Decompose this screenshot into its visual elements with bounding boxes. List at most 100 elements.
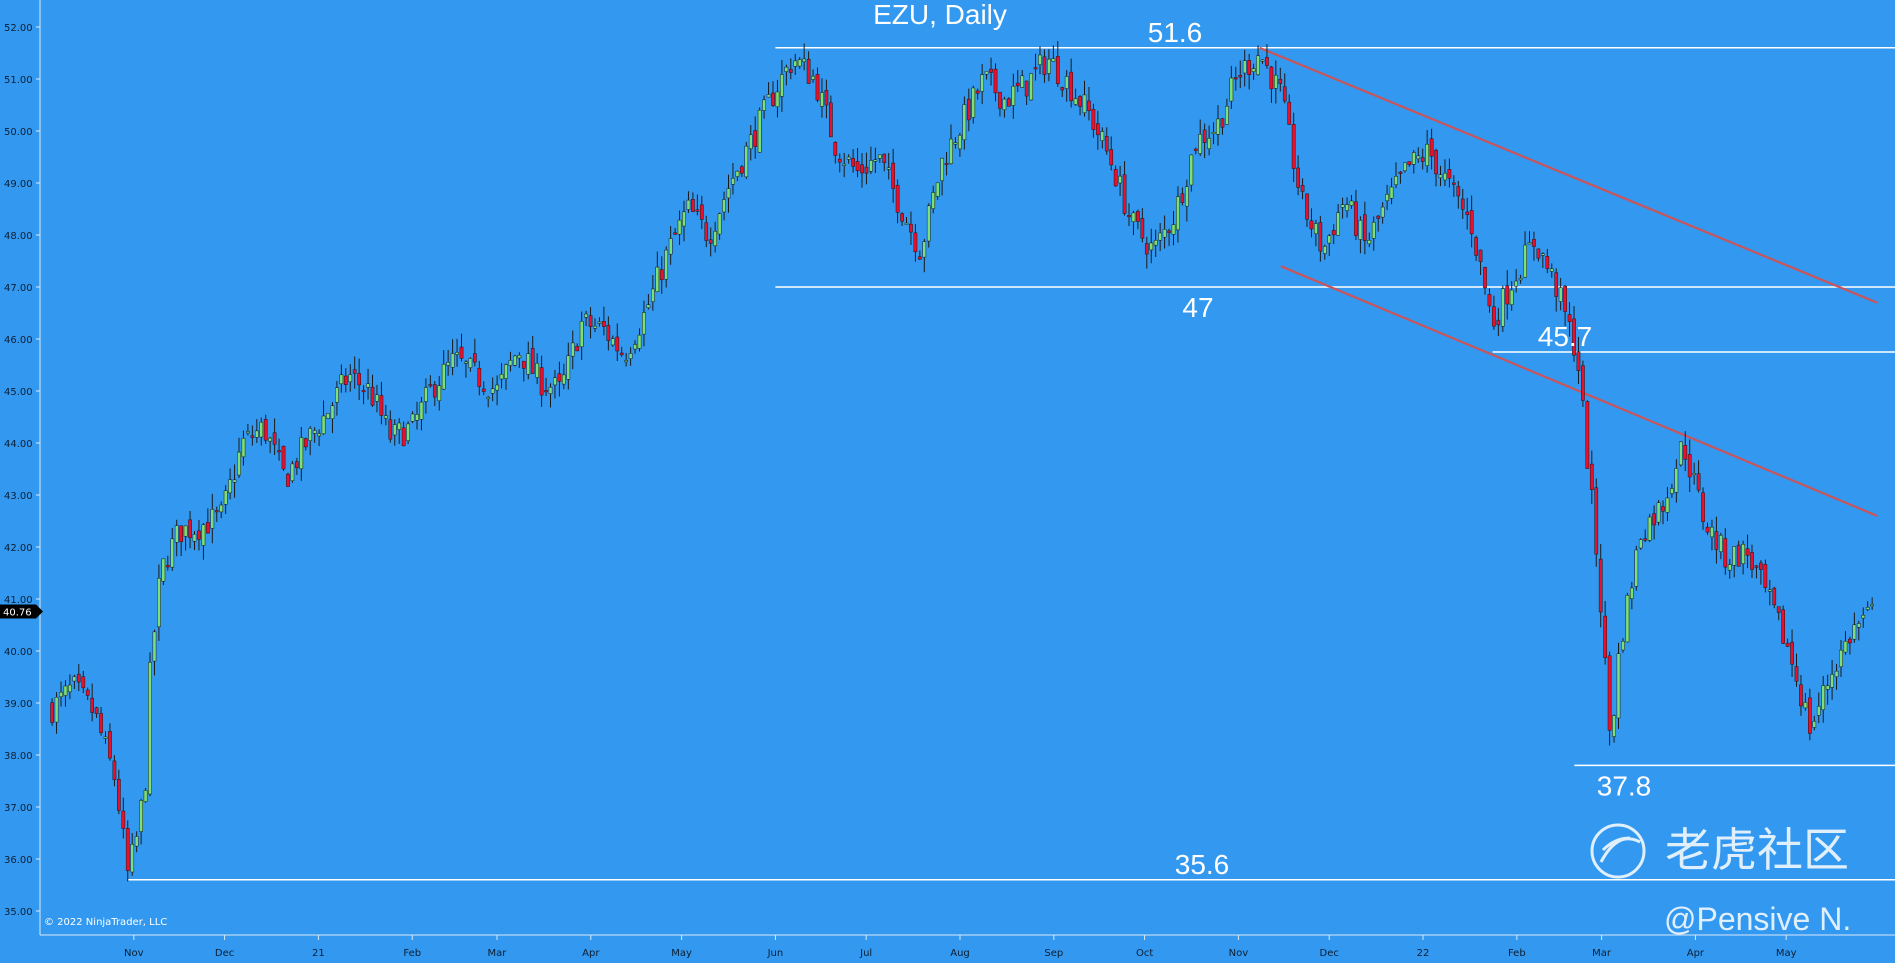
candle — [1505, 270, 1510, 320]
candle — [704, 215, 709, 248]
candle-body — [1389, 186, 1394, 199]
candle-body — [513, 355, 517, 366]
candle — [1469, 195, 1474, 248]
candle — [1416, 147, 1421, 163]
candle-body — [1260, 59, 1265, 62]
candle-body — [343, 375, 348, 385]
candle-body — [909, 223, 913, 233]
candle-body — [544, 390, 548, 393]
candle-body — [1269, 66, 1274, 90]
candle-body — [1647, 516, 1652, 541]
candle — [775, 79, 780, 118]
candle — [1638, 538, 1643, 550]
candle — [1447, 158, 1452, 188]
candle-body — [1113, 168, 1118, 187]
candle-body — [793, 60, 798, 67]
candle-body — [1207, 138, 1211, 149]
y-tick-label: 47.00 — [4, 283, 33, 294]
candle — [1603, 601, 1608, 665]
candle-body — [788, 68, 793, 73]
candle-body — [1803, 702, 1808, 709]
candle-body — [415, 414, 419, 421]
candle-body — [1238, 74, 1243, 78]
candle-body — [152, 631, 157, 662]
candle-body — [918, 256, 922, 260]
candle — [829, 95, 833, 138]
candle — [1051, 45, 1056, 62]
candle — [170, 528, 175, 571]
candle — [1478, 249, 1483, 275]
candle — [1536, 248, 1541, 262]
candle — [299, 426, 304, 481]
candle-body — [321, 415, 326, 435]
candle-body — [1638, 539, 1643, 549]
candle — [971, 85, 976, 124]
candle-body — [980, 74, 985, 92]
candle — [966, 88, 971, 132]
candle — [815, 67, 820, 103]
candle — [797, 56, 802, 69]
x-tick-label: Dec — [215, 948, 234, 959]
candle — [295, 457, 299, 475]
candle — [557, 361, 562, 397]
candle-body — [1678, 441, 1683, 466]
candle — [419, 396, 424, 431]
candle-body — [1104, 136, 1109, 152]
candle-body — [1536, 248, 1541, 259]
candle-body — [1233, 77, 1238, 80]
candle — [1193, 147, 1198, 155]
candle-body — [606, 325, 611, 341]
candle-body — [1447, 169, 1452, 179]
candle — [615, 323, 620, 362]
candle — [1282, 73, 1287, 104]
candle — [1109, 136, 1114, 171]
candle-body — [286, 473, 290, 487]
candle-body — [713, 231, 718, 247]
candle-body — [842, 163, 847, 166]
candle — [210, 493, 215, 544]
candle — [1162, 215, 1167, 249]
y-tick-label: 40.00 — [4, 647, 33, 658]
candle-body — [1425, 143, 1430, 166]
candle-body — [797, 59, 802, 67]
candle — [1149, 228, 1154, 264]
candle — [651, 275, 655, 311]
x-tick-label: 21 — [312, 948, 325, 959]
candle — [1318, 215, 1323, 262]
candle — [1220, 117, 1225, 135]
candle-body — [695, 209, 700, 212]
candle — [691, 192, 695, 213]
candle-body — [1011, 85, 1016, 106]
candle — [1073, 88, 1078, 106]
candle-body — [361, 390, 366, 393]
candle — [757, 107, 762, 153]
y-tick-label: 50.00 — [4, 127, 33, 138]
candle-body — [112, 760, 117, 780]
candle — [1861, 607, 1866, 628]
candle — [228, 468, 232, 500]
candle — [1558, 277, 1563, 311]
candle — [1011, 73, 1016, 119]
candle — [748, 125, 753, 161]
candle — [949, 124, 953, 165]
candle-body — [499, 374, 504, 380]
candle — [766, 82, 771, 98]
candle-body — [1042, 56, 1047, 75]
candle-body — [366, 383, 370, 388]
candle-body — [1500, 288, 1505, 327]
candle-body — [259, 421, 264, 438]
candle — [441, 350, 446, 390]
candle-body — [1474, 237, 1478, 256]
candle — [1750, 544, 1754, 578]
candle-body — [1576, 351, 1581, 371]
candle-body — [1656, 502, 1661, 523]
candle-body — [1625, 595, 1630, 643]
candle — [695, 194, 700, 216]
candle-body — [1741, 544, 1745, 564]
candle — [490, 377, 495, 402]
candle-body — [1514, 280, 1519, 287]
candle-body — [263, 419, 268, 441]
candle — [1127, 203, 1131, 227]
candle-body — [588, 315, 593, 327]
